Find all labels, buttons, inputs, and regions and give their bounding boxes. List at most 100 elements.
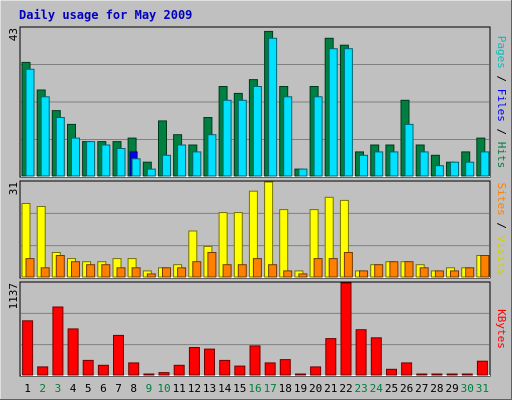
x-tick-label: 19 xyxy=(294,382,307,395)
bar-pages xyxy=(359,154,368,177)
bar-pages xyxy=(86,141,96,177)
bar-pages xyxy=(71,137,80,177)
bar-kbytes xyxy=(143,373,155,376)
bar-pages xyxy=(465,161,475,177)
bar-pages xyxy=(131,158,141,177)
bar-kbytes xyxy=(37,366,49,376)
legend-entry: Sites xyxy=(495,183,508,216)
panel-sites-visits: 31 xyxy=(7,180,491,279)
bar-sites xyxy=(25,258,35,278)
x-tick-label: 27 xyxy=(415,382,428,395)
bar-sites xyxy=(55,255,65,278)
bar-sites xyxy=(465,267,475,278)
bar-sites xyxy=(86,264,96,278)
bar-kbytes xyxy=(219,359,231,376)
bar-kbytes xyxy=(188,347,200,376)
bar-kbytes xyxy=(173,364,185,376)
bar-visits xyxy=(279,209,289,278)
bar-sites xyxy=(419,267,429,278)
bar-kbytes xyxy=(416,373,428,376)
bar-sites xyxy=(298,273,308,278)
legend-entry: KBytes xyxy=(495,309,508,349)
legend-entry: Files xyxy=(495,89,508,122)
bar-sites xyxy=(328,258,338,278)
x-tick-label: 31 xyxy=(476,382,489,395)
bar-sites xyxy=(343,252,353,278)
bar-pages xyxy=(283,96,293,177)
bar-pages xyxy=(192,151,202,177)
x-tick-label: 5 xyxy=(85,382,92,395)
x-tick-label: 30 xyxy=(461,382,474,395)
x-tick-label: 8 xyxy=(130,382,137,395)
chart-title: Daily usage for May 2009 xyxy=(19,8,192,22)
bar-pages xyxy=(268,37,278,177)
x-tick-label: 10 xyxy=(157,382,170,395)
bar-kbytes xyxy=(22,320,34,376)
x-axis-labels: 1 2 3 4 5 6 7 8 9 10 11 12 13 14 15 16 17 18 19 20 21 22 23 24 2… xyxy=(24,382,489,395)
bar-pages xyxy=(419,151,429,177)
bar-sites xyxy=(252,258,262,278)
x-tick-label: 13 xyxy=(203,382,216,395)
bar-kbytes xyxy=(279,359,291,376)
bar-sites xyxy=(237,264,247,278)
bar-pages xyxy=(328,48,338,177)
bar-kbytes xyxy=(340,282,352,376)
bar-sites xyxy=(40,267,50,278)
legend-hits-files-pages: Pages / Files / Hits xyxy=(495,36,508,169)
bar-sites xyxy=(101,264,111,278)
legend-entry: / xyxy=(495,216,508,236)
bar-kbytes xyxy=(295,373,306,376)
bar-pages xyxy=(116,148,126,177)
legend-entry: Pages xyxy=(495,36,508,69)
bar-kbytes xyxy=(310,366,322,376)
bar-sites xyxy=(283,270,293,278)
bar-pages xyxy=(222,99,232,177)
bar-kbytes xyxy=(325,338,337,376)
x-tick-label: 6 xyxy=(100,382,107,395)
bar-kbytes xyxy=(204,348,215,376)
bar-kbytes xyxy=(52,306,64,376)
bar-pages xyxy=(177,144,187,177)
x-tick-label: 29 xyxy=(445,382,458,395)
x-tick-label: 28 xyxy=(430,382,443,395)
chart-panels: 43 31 1137 Pages / Files / Hits Sites / Visi… xyxy=(7,26,508,377)
bar-kbytes xyxy=(446,373,458,376)
x-tick-label: 26 xyxy=(400,382,413,395)
legend-sites-visits: Sites / Visits xyxy=(495,183,508,276)
bar-sites xyxy=(116,267,126,278)
bar-pages xyxy=(237,99,247,177)
bar-sites xyxy=(434,270,444,278)
x-tick-label: 12 xyxy=(188,382,201,395)
x-tick-label: 14 xyxy=(218,382,232,395)
bar-sites xyxy=(131,267,141,278)
x-tick-label: 20 xyxy=(309,382,322,395)
panel-max-label: 31 xyxy=(7,182,20,195)
bar-pages xyxy=(343,48,353,177)
bar-pages xyxy=(207,134,217,177)
x-tick-label: 25 xyxy=(385,382,398,395)
bar-kbytes xyxy=(355,329,367,376)
x-tick-label: 9 xyxy=(146,382,153,395)
bar-pages xyxy=(40,96,50,177)
bar-sites xyxy=(207,252,217,278)
bar-pages xyxy=(450,161,459,177)
bar-pages xyxy=(252,86,262,177)
bar-sites xyxy=(268,264,278,278)
panel-hits-files-pages: 43 xyxy=(7,26,491,178)
x-tick-label: 3 xyxy=(55,382,62,395)
bar-kbytes xyxy=(97,364,109,376)
x-tick-label: 17 xyxy=(264,382,277,395)
x-tick-label: 16 xyxy=(248,382,261,395)
bar-sites xyxy=(359,270,368,278)
bar-kbytes xyxy=(113,334,124,376)
legend-entry: / xyxy=(495,122,508,142)
bar-pages xyxy=(55,117,65,177)
bar-visits xyxy=(36,206,46,278)
legend-entry: / xyxy=(495,69,508,89)
bar-sites xyxy=(404,261,414,278)
bar-pages xyxy=(434,165,444,177)
bar-sites xyxy=(313,258,323,278)
bar-sites xyxy=(192,261,202,278)
legend-kbytes: KBytes xyxy=(495,309,508,349)
bar-pages xyxy=(146,168,156,177)
